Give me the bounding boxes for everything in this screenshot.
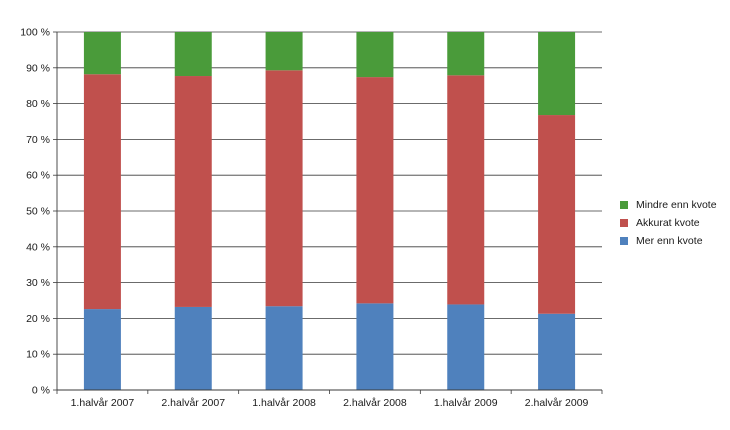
bar-segment-mer-enn-kvote (538, 313, 576, 390)
y-tick-label: 20 % (26, 313, 50, 325)
legend-item-mindre-enn-kvote: Mindre enn kvote (620, 196, 730, 214)
y-tick-label: 80 % (26, 98, 50, 110)
y-tick-label: 90 % (26, 62, 50, 74)
legend-label: Mer enn kvote (636, 235, 703, 247)
bar-segment-mer-enn-kvote (83, 309, 121, 390)
bar-segment-akkurat-kvote (356, 77, 394, 304)
x-tick-label: 2.halvår 2007 (161, 397, 225, 409)
legend-swatch (620, 237, 628, 245)
legend-swatch (620, 201, 628, 209)
y-tick-label: 100 % (20, 27, 50, 39)
bar-segment-mindre-enn-kvote (447, 32, 485, 76)
bar-segment-mindre-enn-kvote (356, 32, 394, 78)
legend-label: Mindre enn kvote (636, 199, 717, 211)
x-tick-label: 1.halvår 2009 (434, 397, 498, 409)
bar-segment-akkurat-kvote (538, 115, 576, 314)
y-tick-label: 10 % (26, 349, 50, 361)
y-tick-label: 70 % (26, 134, 50, 146)
bar-segment-akkurat-kvote (265, 70, 303, 307)
bar-segment-mer-enn-kvote (447, 304, 485, 390)
bar-segment-mer-enn-kvote (174, 306, 212, 390)
x-tick-label: 2.halvår 2009 (525, 397, 589, 409)
legend-item-akkurat-kvote: Akkurat kvote (620, 214, 730, 232)
x-tick-label: 1.halvår 2008 (252, 397, 316, 409)
y-tick-label: 60 % (26, 170, 50, 182)
x-tick-label: 2.halvår 2008 (343, 397, 407, 409)
bar-segment-mindre-enn-kvote (83, 32, 121, 75)
bar-segment-mindre-enn-kvote (174, 32, 212, 77)
y-tick-label: 40 % (26, 241, 50, 253)
bar-segment-mer-enn-kvote (356, 303, 394, 390)
bar-segment-mindre-enn-kvote (538, 32, 576, 116)
bar-segment-akkurat-kvote (174, 76, 212, 307)
bar-segment-mindre-enn-kvote (265, 32, 303, 71)
gridlines (53, 31, 602, 391)
y-tick-label: 0 % (32, 385, 50, 397)
bar-stacks (83, 32, 576, 390)
legend: Mindre enn kvote Akkurat kvote Mer enn k… (620, 196, 730, 250)
legend-label: Akkurat kvote (636, 217, 700, 229)
x-tick-label: 1.halvår 2007 (71, 397, 135, 409)
bar-segment-mer-enn-kvote (265, 306, 303, 390)
bar-segment-akkurat-kvote (447, 75, 485, 305)
legend-item-mer-enn-kvote: Mer enn kvote (620, 232, 730, 250)
legend-swatch (620, 219, 628, 227)
y-tick-label: 30 % (26, 277, 50, 289)
x-tick-labels: 1.halvår 2007 2.halvår 2007 1.halvår 2008 2… (56, 390, 603, 409)
bar-segment-akkurat-kvote (83, 74, 121, 310)
y-tick-label: 50 % (26, 206, 50, 218)
y-tick-labels: 0 % 10 % 20 % 30 % 40 % 50 % 60 % 70 % 80 % 90 % 1… (20, 27, 50, 397)
